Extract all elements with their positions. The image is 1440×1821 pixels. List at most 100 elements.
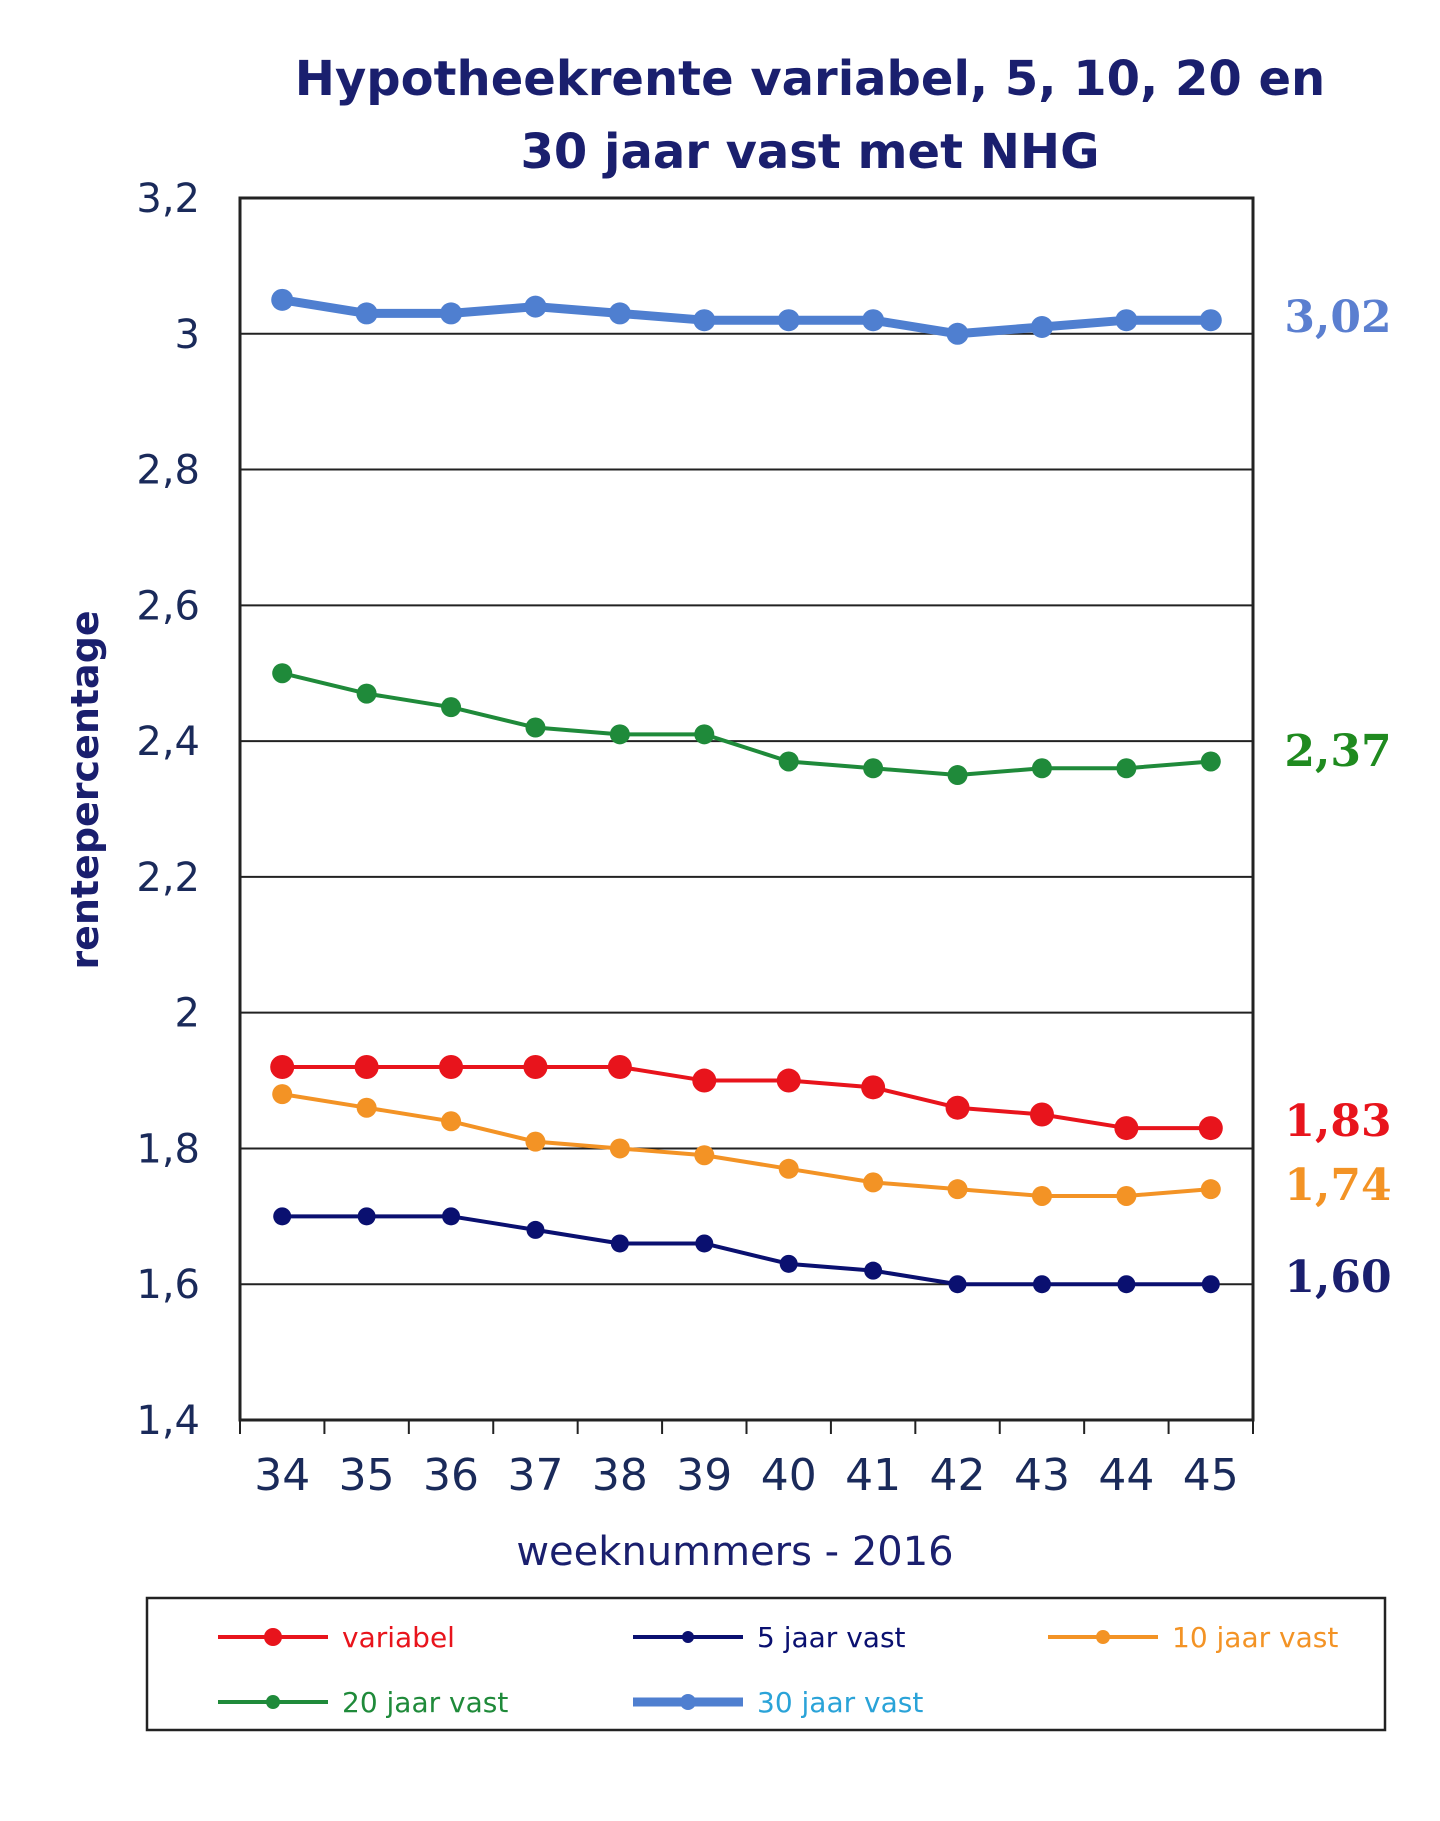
x-axis-ticks: 34 35 36 37 38 39 40 41 42 43 44 45 (239, 1420, 1254, 1501)
data-point (776, 1068, 801, 1093)
y-tick-label: 1,4 (136, 1398, 200, 1444)
series-20-jaar-vast (272, 663, 1221, 786)
data-point (694, 724, 715, 745)
legend-item: 5 jaar vast (633, 1621, 906, 1654)
x-tick-label: 34 (254, 1450, 310, 1501)
x-tick-label: 35 (339, 1450, 395, 1501)
series-group (270, 288, 1223, 1294)
y-tick-label: 1,8 (136, 1126, 200, 1172)
legend-label: 5 jaar vast (757, 1621, 906, 1654)
data-point (608, 302, 631, 325)
data-point (357, 1207, 376, 1226)
data-point (272, 663, 293, 684)
data-point (1030, 315, 1053, 338)
y-tick-label: 2,2 (136, 855, 200, 901)
data-point (272, 1084, 293, 1105)
data-point (778, 1158, 799, 1179)
data-point (1116, 758, 1137, 779)
data-point (273, 1207, 292, 1226)
x-tick-label: 40 (761, 1450, 817, 1501)
legend-marker (682, 1631, 694, 1643)
data-point (1200, 1179, 1221, 1200)
series-5-jaar-vast (273, 1207, 1220, 1294)
data-point (694, 1145, 715, 1166)
end-labels: 1,83 1,60 1,74 2,37 3,02 (1284, 292, 1391, 1303)
data-point (779, 1254, 798, 1273)
y-tick-label: 2,8 (136, 448, 200, 494)
x-tick-label: 37 (507, 1450, 563, 1501)
x-tick-label: 38 (592, 1450, 648, 1501)
data-point (946, 322, 969, 345)
x-tick-label: 44 (1098, 1450, 1154, 1501)
data-point (1201, 1275, 1220, 1294)
data-point (864, 1261, 883, 1280)
data-point (439, 1054, 464, 1079)
data-point (863, 758, 884, 779)
chart-title-line-2: 30 jaar vast met NHG (521, 124, 1100, 180)
legend-item: 30 jaar vast (633, 1686, 923, 1719)
legend: variabel 5 jaar vast 10 jaar vast 20 jaar v… (218, 1621, 1338, 1719)
y-tick-label: 1,6 (136, 1262, 200, 1308)
data-point (1200, 751, 1221, 772)
legend-marker (1096, 1630, 1110, 1644)
series-line (281, 671, 1211, 778)
legend-box (145, 1596, 1387, 1732)
data-point (861, 1075, 886, 1100)
y-tick-label: 2,4 (136, 719, 200, 765)
x-tick-label: 41 (845, 1450, 901, 1501)
series-line (281, 295, 1211, 339)
data-point (525, 717, 546, 738)
plot-area-frame (238, 196, 1255, 1422)
y-axis-label: rentepercentage (63, 610, 107, 969)
end-value-label: 1,83 (1284, 1096, 1391, 1147)
data-point (354, 1054, 379, 1079)
data-point (947, 765, 968, 786)
series-10-jaar-vast (272, 1084, 1221, 1206)
data-point (1117, 1275, 1136, 1294)
end-value-label: 1,60 (1284, 1252, 1391, 1303)
data-point (610, 1234, 629, 1253)
data-point (441, 1111, 462, 1132)
data-point (1198, 1116, 1223, 1141)
data-point (948, 1275, 967, 1294)
legend-item: 10 jaar vast (1048, 1621, 1338, 1654)
data-point (356, 1097, 377, 1118)
data-point (945, 1095, 970, 1120)
series-line (281, 1092, 1211, 1198)
data-point (526, 1220, 545, 1239)
data-point (1116, 1185, 1137, 1206)
data-point (1032, 1275, 1051, 1294)
data-point (1029, 1102, 1054, 1127)
x-tick-label: 43 (1014, 1450, 1070, 1501)
legend-label: 20 jaar vast (342, 1686, 508, 1719)
data-point (1114, 1116, 1139, 1141)
data-point (693, 309, 716, 332)
data-point (1031, 758, 1052, 779)
data-point (609, 724, 630, 745)
data-point (1115, 309, 1138, 332)
legend-label: 30 jaar vast (757, 1686, 923, 1719)
data-point (271, 288, 294, 311)
data-point (863, 1172, 884, 1193)
legend-label: variabel (342, 1621, 455, 1654)
data-point (442, 1207, 461, 1226)
data-point (270, 1054, 295, 1079)
chart-title-line-1: Hypotheekrente variabel, 5, 10, 20 en (295, 51, 1325, 107)
data-point (1199, 309, 1222, 332)
data-point (356, 683, 377, 704)
data-point (947, 1179, 968, 1200)
data-point (862, 309, 885, 332)
x-tick-label: 45 (1183, 1450, 1239, 1501)
legend-item: 20 jaar vast (218, 1686, 508, 1719)
legend-marker (264, 1628, 282, 1646)
data-point (524, 295, 547, 318)
y-tick-label: 2 (175, 991, 200, 1037)
series-30-jaar-vast (271, 288, 1222, 345)
data-point (777, 309, 800, 332)
end-value-label: 1,74 (1284, 1160, 1391, 1211)
data-point (355, 302, 378, 325)
grid-lines (240, 332, 1253, 1286)
x-tick-label: 42 (930, 1450, 986, 1501)
legend-marker (680, 1694, 696, 1710)
